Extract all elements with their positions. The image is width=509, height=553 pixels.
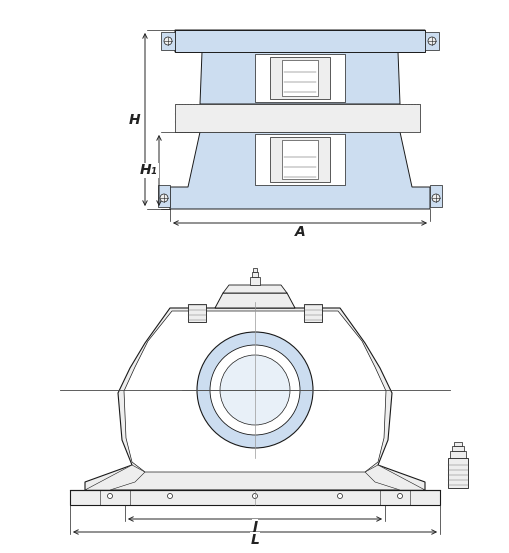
Bar: [250, 277, 260, 285]
Bar: [70, 490, 440, 505]
Circle shape: [107, 493, 112, 498]
Polygon shape: [161, 32, 175, 50]
Polygon shape: [255, 134, 345, 185]
Bar: [252, 272, 258, 277]
Circle shape: [167, 493, 173, 498]
Polygon shape: [85, 308, 425, 490]
Polygon shape: [170, 132, 430, 209]
Polygon shape: [425, 32, 439, 50]
Bar: [454, 442, 462, 446]
Circle shape: [432, 194, 440, 202]
Circle shape: [337, 493, 343, 498]
Polygon shape: [124, 311, 386, 472]
Bar: [270, 57, 330, 99]
Circle shape: [160, 194, 168, 202]
Polygon shape: [223, 285, 287, 293]
Text: A: A: [295, 225, 305, 239]
Circle shape: [398, 493, 403, 498]
Polygon shape: [430, 185, 442, 207]
Bar: [450, 451, 466, 458]
Bar: [188, 304, 206, 322]
Circle shape: [428, 37, 436, 45]
Polygon shape: [85, 465, 145, 490]
Circle shape: [252, 493, 258, 498]
Bar: [270, 137, 330, 182]
Bar: [448, 458, 468, 488]
Text: L: L: [250, 533, 260, 547]
Bar: [282, 140, 318, 179]
Bar: [304, 304, 322, 322]
Circle shape: [220, 355, 290, 425]
Polygon shape: [158, 185, 170, 207]
Bar: [282, 60, 318, 96]
Bar: [452, 446, 464, 451]
Bar: [253, 268, 257, 272]
Polygon shape: [255, 54, 345, 102]
Polygon shape: [175, 30, 425, 52]
Text: H: H: [129, 112, 141, 127]
Circle shape: [197, 332, 313, 448]
Text: H₁: H₁: [140, 164, 158, 178]
Text: J: J: [252, 520, 258, 534]
Polygon shape: [175, 30, 425, 104]
Polygon shape: [215, 293, 295, 308]
Bar: [175, 104, 420, 132]
Circle shape: [164, 37, 172, 45]
Polygon shape: [365, 465, 425, 490]
Circle shape: [210, 345, 300, 435]
